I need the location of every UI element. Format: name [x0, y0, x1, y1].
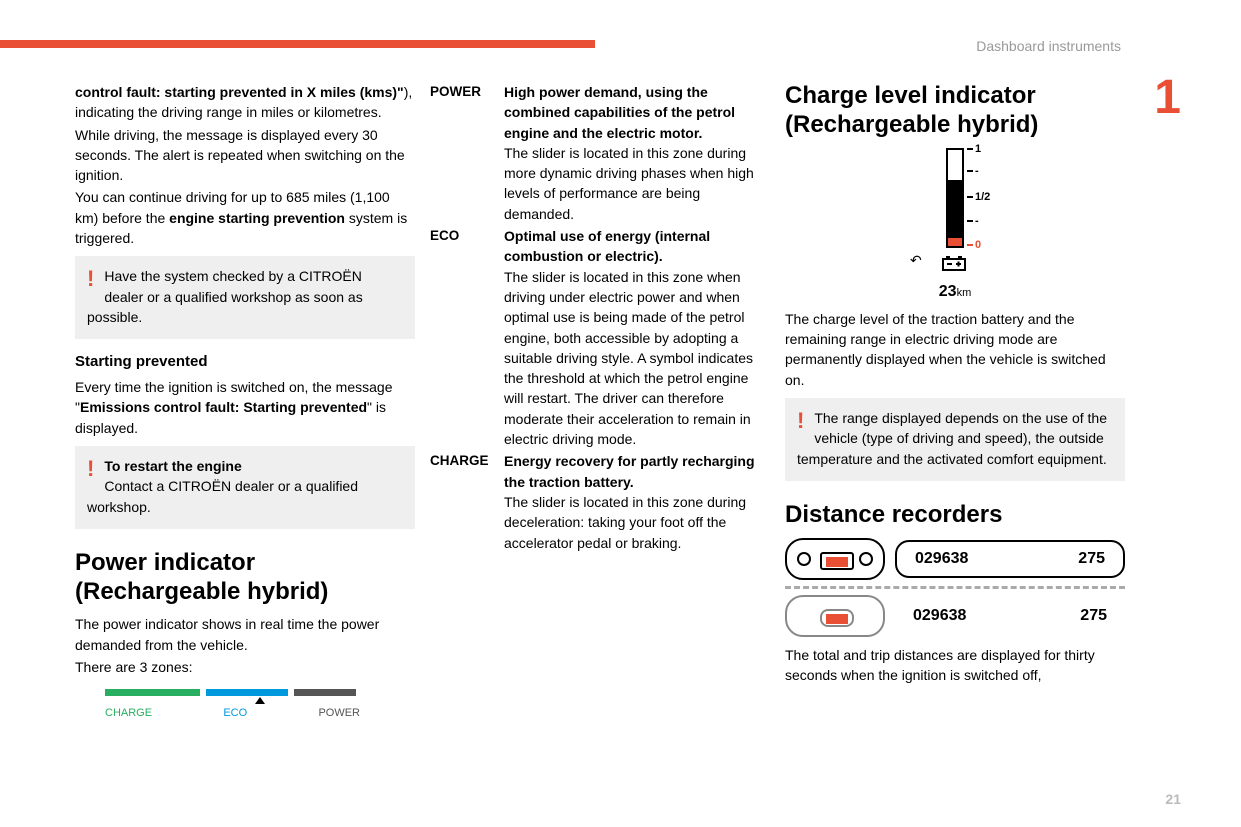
note-restart-engine: ! To restart the engine Contact a CITROË…	[75, 446, 415, 529]
odo-trip-1: 275	[1078, 547, 1105, 570]
range-unit: km	[957, 287, 972, 299]
gauge-empty-zone	[948, 150, 962, 180]
note-check-system: ! Have the system checked by a CITROËN d…	[75, 256, 415, 339]
continue-driving: You can continue driving for up to 685 m…	[75, 187, 415, 248]
definition-row: CHARGEEnergy recovery for partly recharg…	[430, 451, 770, 552]
power-indicator-diagram: CHARGE ECO POWER	[105, 689, 360, 722]
power-indicator-desc: The power indicator shows in real time t…	[75, 614, 415, 655]
column-1: control fault: starting prevented in X m…	[75, 82, 415, 722]
gauge-fill-zone	[948, 180, 962, 238]
distance-desc: The total and trip distances are display…	[785, 645, 1125, 686]
note2-title: To restart the engine	[104, 458, 241, 474]
charge-level-heading: Charge level indicator (Rechargeable hyb…	[785, 82, 1125, 140]
note3-text: The range displayed depends on the use o…	[797, 410, 1107, 467]
three-zones: There are 3 zones:	[75, 657, 415, 677]
column-2: POWERHigh power demand, using the combin…	[430, 82, 770, 722]
definition-text: The slider is located in this zone durin…	[504, 492, 770, 553]
starting-prevented-heading: Starting prevented	[75, 351, 415, 373]
tick-line	[967, 148, 973, 150]
note2-body: Contact a CITROËN dealer or a qualified …	[87, 478, 358, 514]
odo-values-boxed: 029638 275	[895, 540, 1125, 578]
odo-trip-2: 275	[1080, 604, 1107, 627]
definition-text: The slider is located in this zone durin…	[504, 143, 770, 224]
definition-bold: Optimal use of energy (internal combusti…	[504, 226, 770, 267]
odo-values-plain: 029638 275	[895, 597, 1125, 635]
definition-label: POWER	[430, 82, 504, 224]
definition-bold: Energy recovery for partly recharging th…	[504, 451, 770, 492]
definition-body: Optimal use of energy (internal combusti…	[504, 226, 770, 449]
odo-total-2: 029638	[913, 604, 966, 627]
odo-row-2: 029638 275	[785, 595, 1125, 637]
label-charge: CHARGE	[105, 706, 152, 722]
definition-row: POWERHigh power demand, using the combin…	[430, 82, 770, 224]
range-number: 23	[939, 283, 957, 300]
p4b: Emissions control fault: Starting preven…	[80, 399, 367, 415]
gauge-low-zone	[948, 238, 962, 246]
gauge-tick-half: 1/2	[975, 190, 990, 206]
section-header: Dashboard instruments	[976, 38, 1121, 54]
power-segment	[206, 689, 288, 696]
odo-total-1: 029638	[915, 547, 968, 570]
tick-line	[967, 196, 973, 198]
odometer-diagram: 029638 275 029638 275	[785, 538, 1125, 637]
dashed-separator	[785, 586, 1125, 589]
tick-line	[967, 244, 973, 246]
definition-body: High power demand, using the combined ca…	[504, 82, 770, 224]
distance-recorders-heading: Distance recorders	[785, 501, 1125, 530]
label-eco: ECO	[223, 706, 247, 722]
accent-bar	[0, 40, 595, 48]
definition-label: CHARGE	[430, 451, 504, 552]
intro-paragraph: control fault: starting prevented in X m…	[75, 82, 415, 123]
ignition-message: Every time the ignition is switched on, …	[75, 377, 415, 438]
power-pointer-icon	[255, 697, 265, 704]
definition-text: The slider is located in this zone when …	[504, 267, 770, 450]
charge-gauge-diagram: 1 - 1/2 - 0 ↶ 23km	[895, 148, 1015, 303]
driving-message: While driving, the message is displayed …	[75, 125, 415, 186]
warning-icon: !	[87, 458, 94, 480]
warning-icon: !	[87, 268, 94, 290]
definition-row: ECOOptimal use of energy (internal combu…	[430, 226, 770, 449]
cluster-icon	[785, 595, 885, 637]
cluster-icon	[785, 538, 885, 580]
power-segment	[294, 689, 356, 696]
chapter-number: 1	[1154, 70, 1181, 125]
note-range-depends: ! The range displayed depends on the use…	[785, 398, 1125, 481]
battery-icon: ↶	[895, 252, 1015, 278]
tick-line	[967, 170, 973, 172]
p3b: engine starting prevention	[169, 210, 345, 226]
page-content: control fault: starting prevented in X m…	[75, 82, 1126, 722]
note1-text: Have the system checked by a CITROËN dea…	[87, 268, 363, 325]
power-segment	[105, 689, 200, 696]
gauge-body	[946, 148, 964, 248]
page-number: 21	[1165, 791, 1181, 807]
power-indicator-heading: Power indicator (Rechargeable hybrid)	[75, 549, 415, 607]
definition-label: ECO	[430, 226, 504, 449]
range-value: 23km	[895, 280, 1015, 303]
warning-icon: !	[797, 410, 804, 432]
gauge-tick-1: 1	[975, 142, 981, 158]
label-power: POWER	[318, 706, 360, 722]
gauge-tick-dash: -	[975, 214, 979, 230]
intro-bold: control fault: starting prevented in X m…	[75, 84, 404, 100]
gauge-tick-dash: -	[975, 164, 979, 180]
charge-level-desc: The charge level of the traction battery…	[785, 309, 1125, 390]
tick-line	[967, 220, 973, 222]
definition-body: Energy recovery for partly recharging th…	[504, 451, 770, 552]
column-3: Charge level indicator (Rechargeable hyb…	[785, 82, 1125, 722]
definition-bold: High power demand, using the combined ca…	[504, 82, 770, 143]
arrow-icon: ↶	[910, 250, 922, 270]
odo-row-1: 029638 275	[785, 538, 1125, 580]
